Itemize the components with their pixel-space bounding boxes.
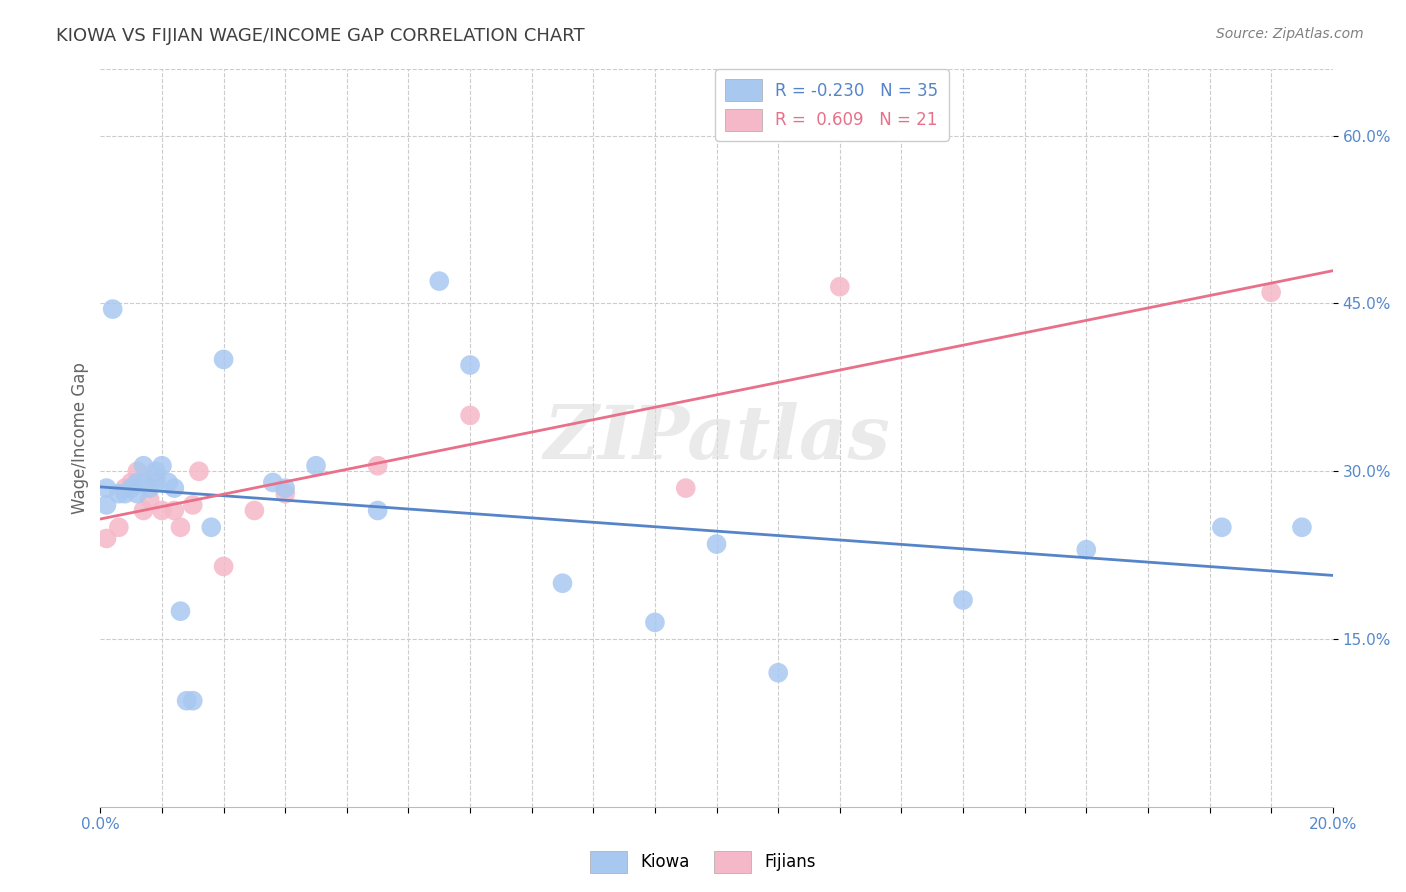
Point: [675, 481, 697, 495]
Point: [96, 532, 118, 546]
Point: [181, 498, 204, 512]
Point: [367, 503, 389, 517]
Point: [766, 665, 789, 680]
Point: [150, 458, 173, 473]
Point: [145, 470, 167, 484]
Point: [1076, 542, 1098, 557]
Point: [1260, 285, 1282, 300]
Point: [138, 492, 160, 507]
Point: [157, 475, 180, 490]
Point: [1291, 520, 1313, 534]
Point: [644, 615, 666, 630]
Point: [458, 358, 481, 372]
Point: [367, 458, 389, 473]
Point: [163, 481, 186, 495]
Point: [551, 576, 574, 591]
Point: [163, 503, 186, 517]
Point: [181, 694, 204, 708]
Point: [274, 486, 297, 500]
Point: [101, 302, 124, 317]
Point: [1211, 520, 1233, 534]
Point: [96, 498, 118, 512]
Point: [96, 481, 118, 495]
Point: [169, 520, 191, 534]
Point: [127, 486, 149, 500]
Point: [305, 458, 328, 473]
Text: KIOWA VS FIJIAN WAGE/INCOME GAP CORRELATION CHART: KIOWA VS FIJIAN WAGE/INCOME GAP CORRELAT…: [56, 27, 585, 45]
Point: [114, 486, 136, 500]
Point: [427, 274, 450, 288]
Point: [145, 464, 167, 478]
Text: Source: ZipAtlas.com: Source: ZipAtlas.com: [1216, 27, 1364, 41]
Point: [169, 604, 191, 618]
Point: [138, 481, 160, 495]
Point: [212, 352, 235, 367]
Point: [200, 520, 222, 534]
Point: [132, 503, 155, 517]
Legend: Kiowa, Fijians: Kiowa, Fijians: [583, 845, 823, 880]
Point: [120, 475, 142, 490]
Point: [127, 464, 149, 478]
Y-axis label: Wage/Income Gap: Wage/Income Gap: [72, 362, 89, 514]
Point: [108, 486, 131, 500]
Point: [274, 481, 297, 495]
Point: [262, 475, 284, 490]
Point: [828, 279, 851, 293]
Point: [114, 481, 136, 495]
Point: [952, 593, 974, 607]
Point: [243, 503, 266, 517]
Point: [120, 481, 142, 495]
Point: [706, 537, 728, 551]
Point: [187, 464, 209, 478]
Point: [212, 559, 235, 574]
Point: [145, 475, 167, 490]
Text: ZIPatlas: ZIPatlas: [543, 401, 890, 474]
Point: [108, 520, 131, 534]
Point: [150, 503, 173, 517]
Point: [176, 694, 198, 708]
Legend: R = -0.230   N = 35, R =  0.609   N = 21: R = -0.230 N = 35, R = 0.609 N = 21: [716, 70, 949, 141]
Point: [127, 475, 149, 490]
Point: [132, 475, 155, 490]
Point: [132, 458, 155, 473]
Point: [458, 409, 481, 423]
